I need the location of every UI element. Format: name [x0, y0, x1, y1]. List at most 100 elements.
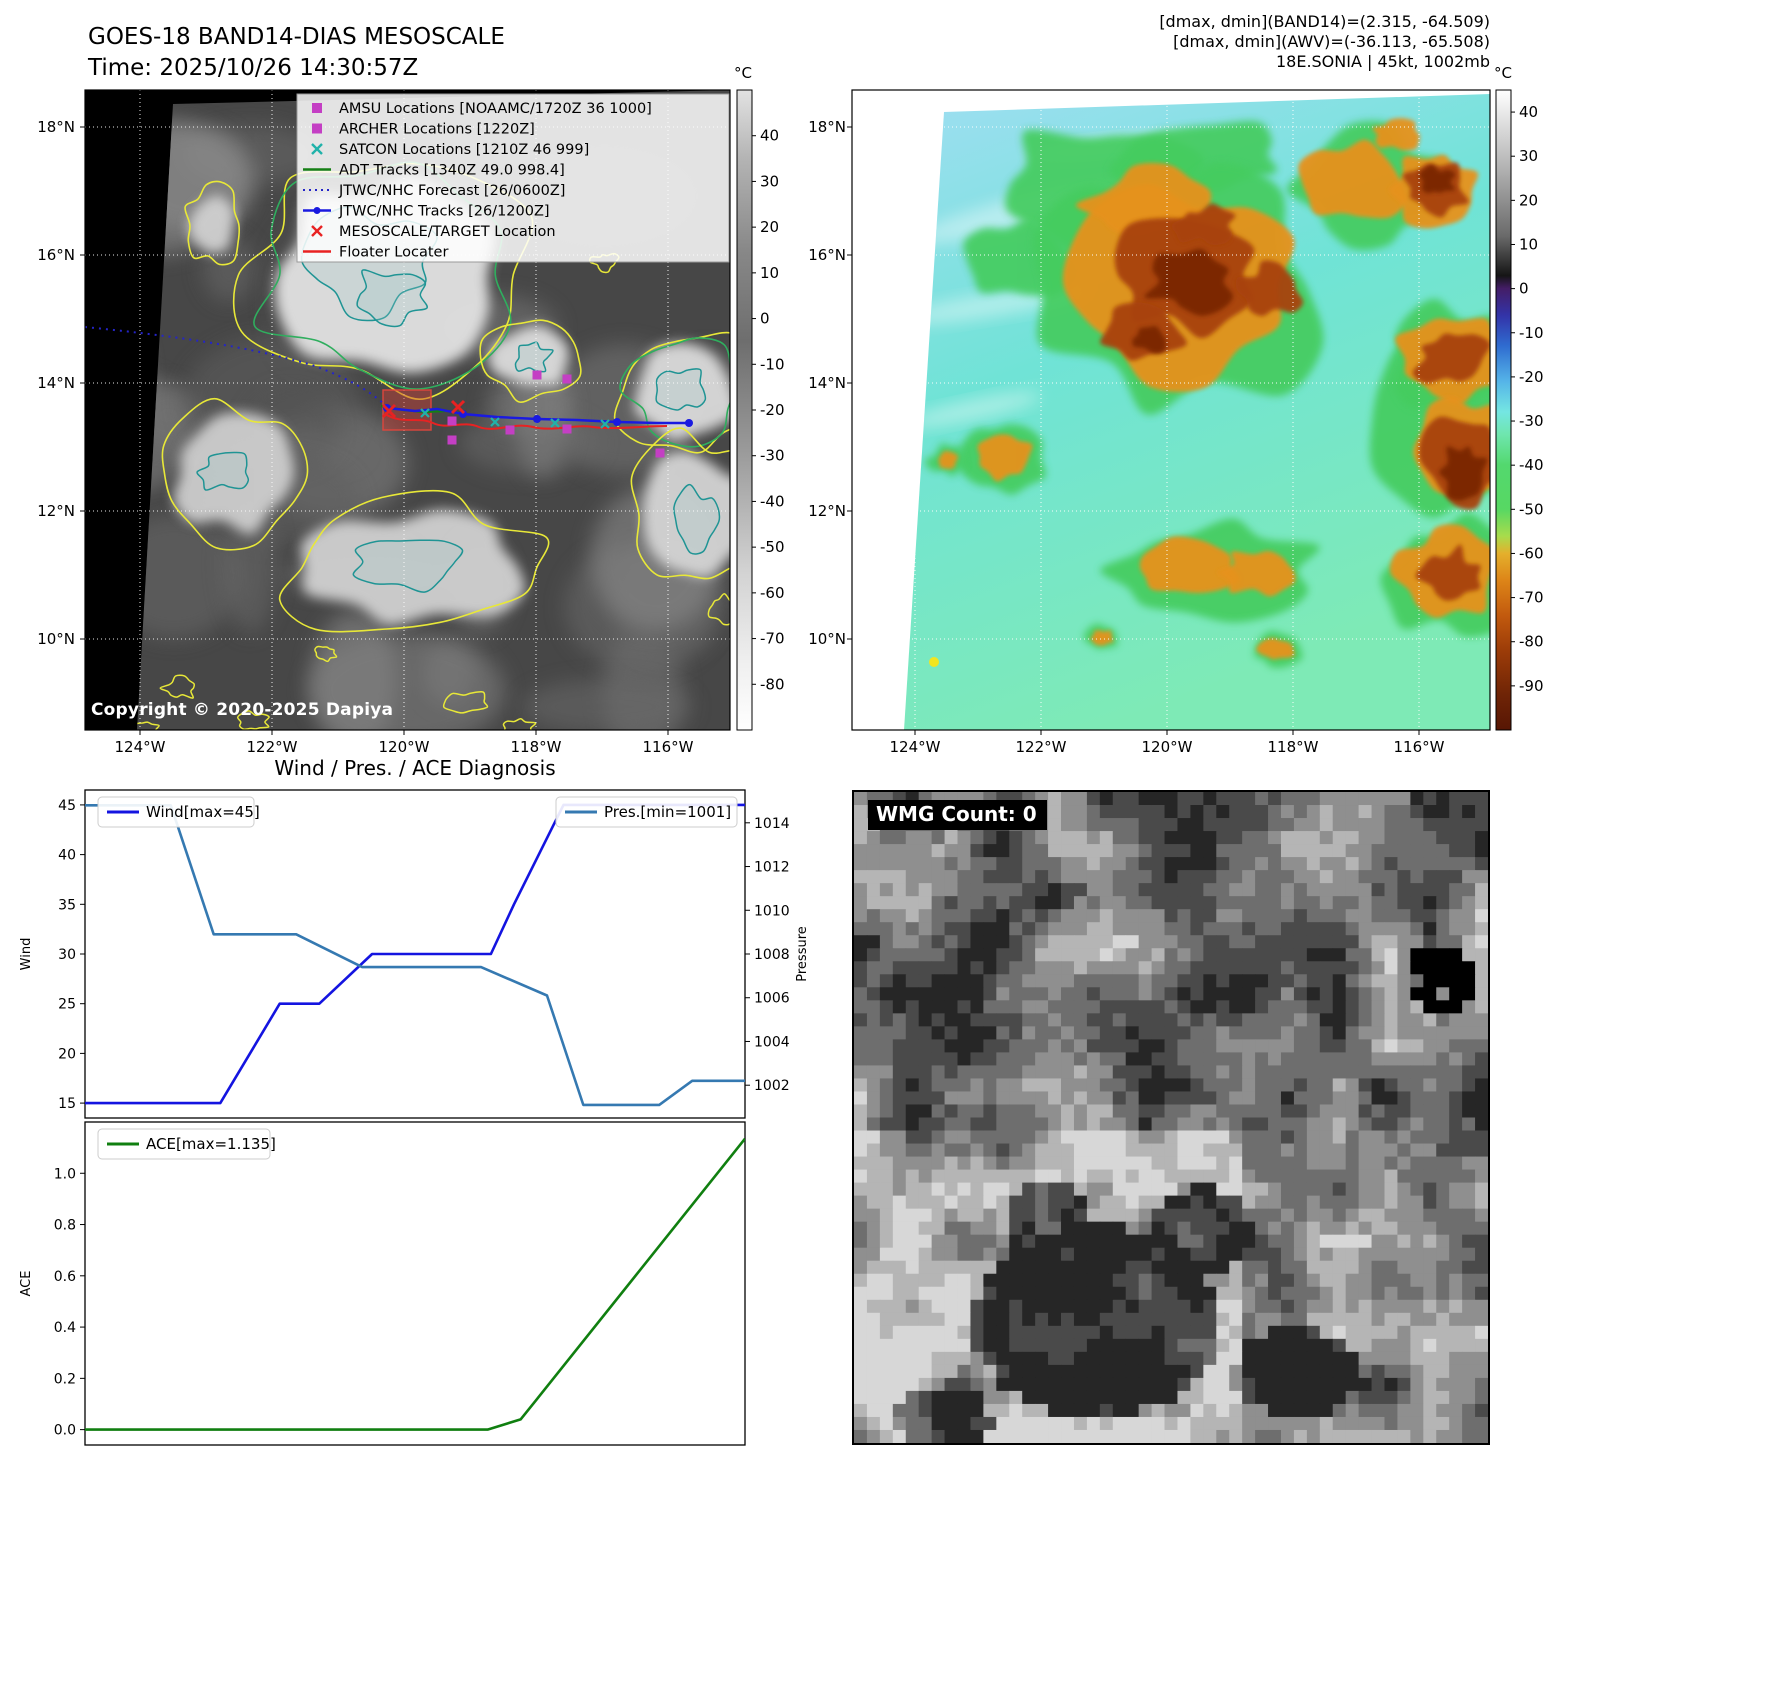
- lon-tick-label: 118°W: [1268, 738, 1319, 756]
- warm-spot: [929, 657, 939, 667]
- awv-header-block: [dmax, dmin](BAND14)=(2.315, -64.509) [d…: [1090, 12, 1490, 72]
- y-axis-label: ACE: [19, 1271, 34, 1297]
- lat-tick-label: 18°N: [808, 118, 846, 136]
- y2-tick-label: 1002: [754, 1078, 790, 1094]
- series-line: [85, 1137, 745, 1431]
- lon-tick-label: 120°W: [1142, 738, 1193, 756]
- colorbar-tick-label: -40: [760, 492, 785, 510]
- lon-tick-label: 124°W: [890, 738, 941, 756]
- series-line: [85, 803, 745, 1105]
- y2-tick-label: 1014: [754, 816, 790, 832]
- dmax-dmin-awv: [dmax, dmin](AWV)=(-36.113, -65.508): [1173, 32, 1490, 51]
- charts-title: Wind / Pres. / ACE Diagnosis: [274, 756, 555, 780]
- y2-tick-label: 1006: [754, 991, 790, 1007]
- colorbar-unit: °C: [1494, 64, 1512, 82]
- colorbar-tick-label: 0: [760, 310, 770, 328]
- lat-tick-label: 12°N: [808, 502, 846, 520]
- lat-tick-label: 10°N: [37, 630, 75, 648]
- y-tick-label: 0.8: [54, 1218, 76, 1234]
- y-tick-label: 45: [58, 798, 76, 814]
- dmax-dmin-band14: [dmax, dmin](BAND14)=(2.315, -64.509): [1159, 12, 1490, 31]
- colorbar-tick-label: -40: [1519, 456, 1544, 474]
- chart-legend: Wind[max=45]: [97, 796, 260, 828]
- lat-tick-label: 14°N: [37, 374, 75, 392]
- colorbar-tick-label: -70: [760, 630, 785, 648]
- amsu-archer-markers: [447, 370, 665, 458]
- awv-color-satellite-map: 18°N 16°N 14°N 12°N 10°N 124°W 122°W 120°W 118°W…: [808, 64, 1544, 756]
- band14-map-area: AMSU Locations [NOAAMC/1720Z 36 1000] ARC…: [85, 90, 730, 730]
- colorbar-tick-label: -10: [760, 355, 785, 373]
- lat-tick-label: 14°N: [808, 374, 846, 392]
- y2-tick-label: 1008: [754, 947, 790, 963]
- chart-legend: ACE[max=1.135]: [97, 1128, 276, 1160]
- y2-tick-label: 1012: [754, 860, 790, 876]
- y2-tick-label: 1010: [754, 903, 790, 919]
- y2-axis-label: Pressure: [795, 926, 810, 982]
- lon-tick-label: 124°W: [115, 738, 166, 756]
- y-tick-label: 35: [58, 897, 76, 913]
- lat-tick-label: 10°N: [808, 630, 846, 648]
- colorbar-tick-label: -90: [1519, 677, 1544, 695]
- colorbar-tick-label: 0: [1519, 280, 1529, 298]
- lat-tick-label: 16°N: [808, 246, 846, 264]
- colorbar-tick-label: -80: [760, 675, 785, 693]
- map-frame: [851, 89, 1491, 731]
- colorbar-tick-label: -50: [1519, 500, 1544, 518]
- colorbar-tick-label: 40: [1519, 103, 1538, 121]
- y-tick-label: 0.4: [54, 1320, 76, 1336]
- colorbar-tick-label: -80: [1519, 633, 1544, 651]
- colorbar-tick-label: -20: [760, 401, 785, 419]
- lat-tick-label: 18°N: [37, 118, 75, 136]
- colorbar-tick-label: 20: [1519, 191, 1538, 209]
- copyright-text: Copyright © 2020-2025 Dapiya: [91, 700, 394, 720]
- legend-item-label: SATCON Locations [1210Z 46 999]: [339, 142, 589, 158]
- y2-tick-label: 1004: [754, 1034, 790, 1050]
- series-line: [85, 803, 745, 1107]
- band14-timestamp: Time: 2025/10/26 14:30:57Z: [88, 55, 419, 81]
- map-frame: [84, 89, 731, 731]
- colorbar-tick-label: -30: [1519, 412, 1544, 430]
- lon-tick-label: 116°W: [1394, 738, 1445, 756]
- y-tick-label: 0.2: [54, 1371, 76, 1387]
- colorbar-tick-label: 30: [1519, 147, 1538, 165]
- y-axis-label: Wind: [19, 938, 34, 971]
- colorbar-tick-label: 40: [760, 127, 779, 145]
- legend-item-label: ADT Tracks [1340Z 49.0 998.4]: [339, 163, 565, 179]
- lat-tick-label: 16°N: [37, 246, 75, 264]
- lon-tick-label: 122°W: [1016, 738, 1067, 756]
- awv-colorbar: °C 40 30 20 10 0 -10 -20 -30 -40 -50 -60 -70 -80 -90: [1494, 64, 1544, 731]
- map-axis-labels: 18°N 16°N 14°N 12°N 10°N 124°W 122°W 120°W 118°W…: [808, 118, 1444, 756]
- target-x-markers: [381, 399, 466, 419]
- wind-pres-ace-charts: Wind / Pres. / ACE Diagnosis 15 20 25 30 35 40…: [19, 756, 810, 1446]
- legend-item-label: JTWC/NHC Forecast [26/0600Z]: [338, 183, 565, 199]
- awv-map-area: [852, 90, 1490, 730]
- y-tick-label: 25: [58, 997, 76, 1013]
- wmg-panel: WMG Count: 0: [852, 790, 1490, 1445]
- y-tick-label: 30: [58, 947, 76, 963]
- y-tick-label: 1.0: [54, 1166, 76, 1182]
- band14-title-block: GOES-18 BAND14-DIAS MESOSCALE Time: 2025…: [88, 22, 505, 84]
- legend-square-marker: [312, 103, 322, 113]
- legend-item-label: ARCHER Locations [1220Z]: [339, 122, 535, 138]
- y-tick-label: 20: [58, 1046, 76, 1062]
- lon-tick-label: 122°W: [247, 738, 298, 756]
- legend-x-marker: [311, 143, 323, 155]
- chart-legend: Pres.[min=1001]: [555, 796, 738, 828]
- y-tick-label: 15: [58, 1096, 76, 1112]
- y-tick-label: 0.6: [54, 1269, 76, 1285]
- colorbar-tick-label: 10: [760, 264, 779, 282]
- band14-satellite-map: AMSU Locations [NOAAMC/1720Z 36 1000] ARC…: [37, 64, 785, 756]
- lon-tick-label: 120°W: [379, 738, 430, 756]
- legend-item-label: Floater Locater: [339, 245, 448, 261]
- lat-tick-label: 12°N: [37, 502, 75, 520]
- colorbar-tick-label: 30: [760, 172, 779, 190]
- wmg-count-label: WMG Count: 0: [868, 800, 1047, 830]
- band14-colorbar: °C 40 30 20 10 0 -10 -20 -30 -40 -50 -60 -70 -80: [734, 64, 785, 731]
- lon-tick-label: 118°W: [511, 738, 562, 756]
- satcon-markers: [420, 408, 610, 429]
- colorbar-tick-label: -60: [1519, 544, 1544, 562]
- colorbar-tick-label: -50: [760, 538, 785, 556]
- chart-frame: [84, 1121, 746, 1446]
- colorbar-tick-label: 10: [1519, 235, 1538, 253]
